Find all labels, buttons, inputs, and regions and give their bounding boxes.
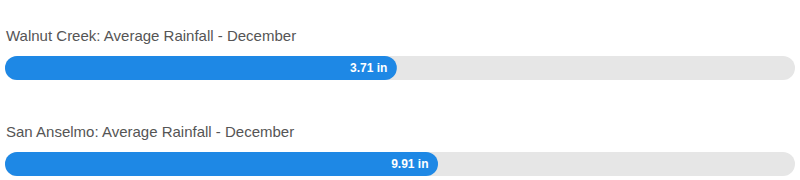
- svg-text:3.71 in: 3.71 in: [350, 61, 387, 75]
- html-text:San Anselmo: Average Rainfall: San Anselmo: Average Rainfall - December: [6, 123, 295, 140]
- html-text:Walnut Creek: Average Rainfall: Walnut Creek: Average Rainfall - Decembe…: [6, 27, 297, 44]
- svg-text:9.91 in: 9.91 in: [391, 157, 428, 171]
